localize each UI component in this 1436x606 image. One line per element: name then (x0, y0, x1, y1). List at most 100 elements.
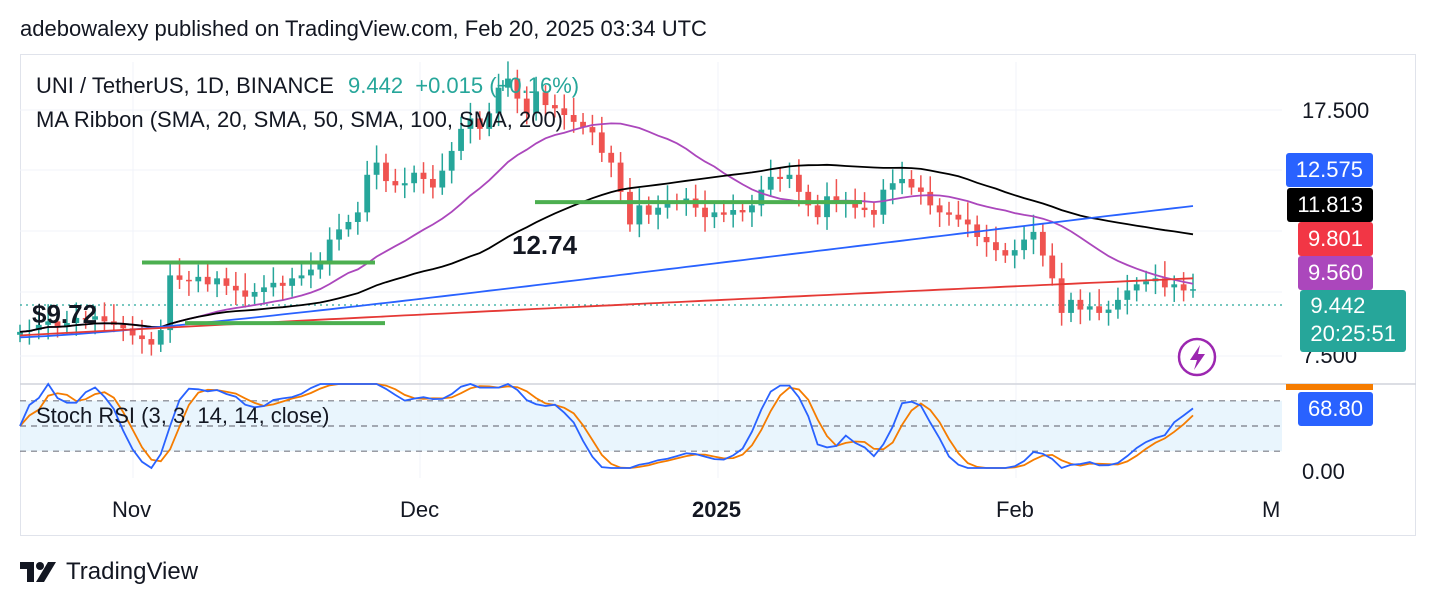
candle-body (326, 239, 333, 262)
candle-body (270, 282, 277, 288)
candle-body (317, 261, 324, 270)
candle-body (899, 178, 906, 184)
candle-body (1086, 306, 1093, 310)
candle-body (871, 210, 877, 215)
osc-tag-value: 68.80 (1297, 392, 1373, 426)
candle-body (645, 205, 652, 215)
candle-body (720, 212, 727, 215)
oscillator-legend[interactable]: Stoch RSI (3, 3, 14, 14, close) (36, 403, 330, 428)
candle-body (814, 205, 821, 218)
candle-body (1161, 278, 1168, 288)
candle-body (486, 113, 493, 129)
stoch-k-line (19, 382, 1194, 470)
candle-body (636, 205, 643, 225)
candle-body (711, 212, 718, 218)
candle-body (1077, 299, 1084, 310)
candle-body (64, 323, 70, 327)
candle-body (551, 105, 558, 109)
candle-body (852, 200, 859, 208)
candle-body (739, 210, 746, 213)
candle-body (523, 98, 530, 114)
indicator-legend[interactable]: MA Ribbon (SMA, 20, SMA, 50, SMA, 100, S… (36, 107, 564, 132)
candles (17, 61, 1196, 356)
candle-body (1143, 281, 1149, 285)
tradingview-brand[interactable]: TradingView (20, 558, 198, 586)
last-price: 9.442 (348, 73, 404, 98)
chart-misc (1177, 337, 1373, 390)
price-tag-sma200: 9.801 (1297, 222, 1373, 256)
price-tag-countdown: 20:25:51 (1310, 321, 1396, 346)
candle-body (354, 212, 361, 222)
candle-body (608, 152, 615, 163)
candle-body (786, 174, 793, 179)
candle-body (392, 181, 399, 186)
candle-body (336, 229, 342, 240)
candle-body (467, 118, 474, 129)
candle-body (186, 279, 192, 282)
candle-body (289, 278, 296, 286)
candle-body (364, 174, 371, 213)
candle-body (298, 275, 305, 279)
candle-body (758, 189, 765, 206)
candle-body (307, 269, 314, 276)
price-change: +0.015 (+0.16%) (415, 73, 580, 98)
candle-body (983, 236, 990, 243)
candle-body (749, 205, 755, 213)
candle-body (655, 207, 662, 215)
candle-body (1105, 309, 1112, 313)
candle-body (458, 128, 464, 151)
price-tag-last: 9.442 20:25:51 (1300, 290, 1406, 352)
sma200-line (19, 277, 1194, 337)
time-label-2025: 2025 (692, 497, 741, 522)
osc-d-marker (1286, 384, 1373, 390)
stoch-rsi-lines (19, 382, 1194, 470)
candle-body (1180, 284, 1187, 291)
candle-body (157, 330, 164, 345)
candle-body (73, 317, 80, 324)
candle-body (617, 162, 624, 192)
candle-body (880, 189, 887, 215)
symbol-legend[interactable]: UNI / TetherUS, 1D, BINANCE 9.442 +0.015… (36, 73, 579, 99)
candle-body (448, 150, 455, 171)
candle-body (251, 291, 258, 297)
candle-body (1011, 250, 1018, 256)
candle-body (476, 118, 483, 129)
candle-body (92, 316, 98, 320)
candle-body (861, 207, 868, 211)
candle-body (195, 276, 202, 282)
candle-body (908, 178, 915, 188)
candle-body (214, 278, 220, 285)
candle-body (730, 210, 737, 215)
price-tag-sma50: 11.813 (1287, 188, 1373, 222)
support-low-annotation: $9.72 (32, 299, 98, 329)
candle-body (1002, 250, 1009, 256)
sma50-line (19, 163, 1194, 333)
candle-body (598, 132, 605, 153)
price-axis-label-high: 17.500 (1302, 98, 1370, 123)
candle-body (993, 242, 999, 251)
candle-body (1021, 239, 1027, 251)
candle-body (1124, 290, 1131, 300)
candle-body (1058, 278, 1065, 313)
candle-body (139, 335, 145, 340)
candle-body (767, 176, 774, 190)
candle-body (702, 207, 708, 218)
candle-body (627, 191, 633, 225)
candle-body (927, 191, 934, 206)
candle-body (120, 324, 127, 329)
candle-body (1049, 255, 1056, 279)
candle-body (345, 221, 352, 230)
candle-body (223, 278, 230, 286)
candle-body (82, 317, 89, 320)
candle-body (946, 212, 952, 215)
candle-body (964, 219, 971, 225)
time-label-nov: Nov (112, 497, 152, 522)
candle-body (261, 287, 267, 292)
symbol-title: UNI / TetherUS, 1D, BINANCE (36, 73, 334, 98)
candle-body (1030, 231, 1037, 240)
candle-body (1171, 284, 1178, 288)
price-tag-sma20: 9.560 (1297, 256, 1373, 290)
support-mid-annotation: 12.74 (512, 230, 578, 260)
candle-body (495, 87, 502, 114)
